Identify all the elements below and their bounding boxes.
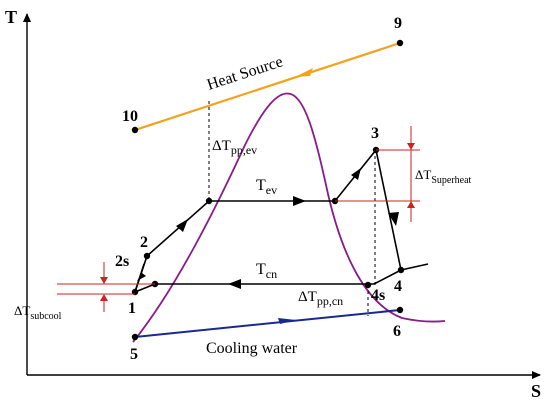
label-point-9: 9 xyxy=(394,15,402,32)
point-10-dot xyxy=(131,126,139,134)
t-cn-label: Tcn xyxy=(256,261,277,281)
cycle xyxy=(134,148,429,293)
dt-subcool-label: ΔTsubcool xyxy=(14,303,62,322)
dt-pp-ev-label: ΔTpp,ev xyxy=(212,138,257,157)
saturation-dome xyxy=(132,92,446,343)
arrow-evap xyxy=(293,196,306,206)
subcool-dimension xyxy=(57,262,155,312)
heat-source-line xyxy=(131,39,404,134)
arrow-superheat xyxy=(351,168,361,180)
superheat-dimension xyxy=(335,126,420,222)
label-point-4s: 4s xyxy=(371,287,385,304)
arrow-2s-2 xyxy=(137,273,146,281)
cooling-water-arrow xyxy=(278,318,296,324)
heat-source-arrow xyxy=(295,68,313,77)
label-point-2: 2 xyxy=(140,234,148,251)
heat-source-label: Heat Source xyxy=(205,53,285,93)
arrow-3-4 xyxy=(388,212,399,226)
point-labels: 1 2 2s 3 4 4s 5 6 9 10 xyxy=(115,15,402,363)
label-point-4: 4 xyxy=(394,278,402,295)
label-point-6: 6 xyxy=(393,323,401,340)
t-ev-label: Tev xyxy=(256,177,277,197)
cooling-water-label: Cooling water xyxy=(206,340,298,357)
axes: T S xyxy=(5,7,541,401)
annotations: Heat Source Cooling water Tev Tcn ΔTpp,e… xyxy=(14,53,472,357)
label-point-5: 5 xyxy=(130,346,138,363)
dt-pp-cn-label: ΔTpp,cn xyxy=(298,289,343,308)
cooling-water-line xyxy=(131,306,404,341)
arrow-cond xyxy=(228,279,241,289)
dashed-guides xyxy=(208,101,376,316)
x-axis-label: S xyxy=(531,381,541,401)
arrow-2-evap xyxy=(176,219,188,232)
point-5-dot xyxy=(131,333,139,341)
label-point-2s: 2s xyxy=(115,253,129,270)
point-9-dot xyxy=(396,39,404,47)
y-axis-label: T xyxy=(5,7,17,27)
label-point-1: 1 xyxy=(128,300,136,317)
label-point-3: 3 xyxy=(371,125,379,142)
point-6-dot xyxy=(396,306,404,314)
dt-superheat-label: ΔTSuperheat xyxy=(415,167,472,186)
label-point-10: 10 xyxy=(122,108,138,125)
